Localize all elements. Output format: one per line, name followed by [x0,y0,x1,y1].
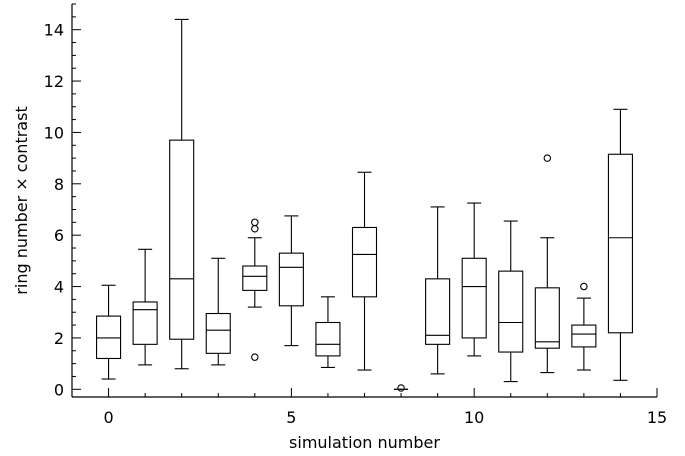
iqr-box [315,321,341,357]
iqr-box [461,257,487,339]
iqr-box [571,324,597,348]
box-item [205,257,231,366]
box-item [278,215,304,347]
x-tick-label: 5 [286,408,296,427]
box-item [461,202,487,357]
y-tick-label: 10 [44,123,64,142]
box-item [96,284,122,380]
outlier-point [251,218,259,227]
y-tick-label: 0 [54,380,64,399]
y-tick-label: 2 [54,329,64,348]
box-item [425,206,451,375]
x-axis-title: simulation number [289,433,440,452]
box-item [498,220,524,383]
outlier-point [543,154,552,162]
outlier-point [251,353,259,361]
iqr-box [498,270,524,353]
boxes [96,18,633,392]
iqr-box [96,315,122,360]
outlier-point [251,225,259,233]
y-tick-label: 8 [54,175,64,194]
outlier-point [580,282,588,291]
box-item [132,248,158,366]
outlier-point [397,384,405,392]
iqr-box [351,226,378,298]
y-tick-label: 4 [54,278,64,297]
x-tick-label: 0 [103,408,113,427]
iqr-box [205,312,231,354]
iqr-box [425,278,451,345]
box-item [534,154,560,374]
iqr-box [169,139,195,340]
y-tick-label: 6 [54,226,64,245]
box-item [571,282,597,371]
y-axis-title: ring number × contrast [12,106,31,294]
y-tick-label: 12 [44,72,64,91]
x-tick-label: 10 [464,408,484,427]
y-axis: 0 2 4 6 8 10 12 14 [44,3,81,399]
iqr-box [534,287,560,349]
x-tick-label: 15 [647,408,667,427]
box-item [242,218,268,361]
box-item [394,384,409,392]
box-item [351,171,378,371]
box-item [169,18,195,370]
iqr-box [607,153,633,334]
x-axis: 0 5 10 15 [71,388,667,427]
box-item [607,108,633,381]
iqr-box [132,301,158,345]
box-item [315,296,341,369]
iqr-box [242,265,268,291]
iqr-box [278,252,304,307]
y-tick-label: 14 [44,21,64,40]
